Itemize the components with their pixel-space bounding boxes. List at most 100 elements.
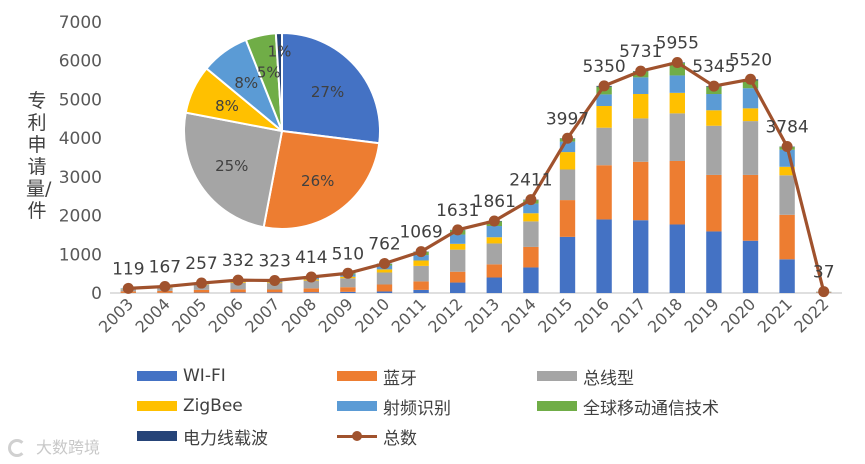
bar-segment bbox=[669, 113, 685, 161]
pie-slice-label: 25% bbox=[215, 157, 248, 175]
bar-segment bbox=[523, 221, 539, 247]
bar-segment bbox=[779, 166, 795, 176]
total-data-label: 119 bbox=[112, 259, 144, 279]
total-data-label: 5345 bbox=[692, 57, 735, 77]
total-data-label: 5731 bbox=[619, 42, 662, 62]
y-tick-label: 1000 bbox=[59, 245, 102, 265]
total-point bbox=[488, 215, 500, 227]
bar-segment bbox=[523, 213, 539, 222]
y-axis-label: 专利申请量/件 bbox=[26, 90, 52, 222]
bar-segment bbox=[450, 249, 466, 272]
bar-segment bbox=[413, 260, 429, 266]
bar-segment bbox=[559, 169, 576, 201]
bar-segment bbox=[267, 283, 283, 290]
bar-segment bbox=[413, 255, 429, 261]
bar-segment bbox=[267, 289, 283, 293]
bar-segment bbox=[742, 121, 759, 175]
bar-segment bbox=[596, 106, 612, 128]
pie-slice-label: 1% bbox=[268, 43, 292, 61]
x-tick-label: 2006 bbox=[205, 294, 247, 336]
x-tick-label: 2007 bbox=[241, 294, 283, 336]
total-data-label: 762 bbox=[368, 234, 400, 254]
x-tick-label: 2019 bbox=[681, 294, 723, 336]
bar-segment bbox=[376, 269, 393, 273]
bar-segment bbox=[596, 94, 612, 107]
total-line bbox=[128, 60, 826, 292]
bar-segment bbox=[376, 284, 393, 292]
y-tick-label: 2000 bbox=[59, 207, 102, 227]
total-data-label: 1861 bbox=[473, 192, 516, 212]
pie-slice bbox=[274, 31, 283, 132]
total-data-label: 257 bbox=[185, 254, 217, 274]
bar-segment bbox=[267, 292, 283, 293]
bar-segment bbox=[559, 200, 576, 237]
total-data-label: 510 bbox=[332, 244, 364, 264]
x-tick-label: 2021 bbox=[754, 294, 796, 336]
bar-segment bbox=[742, 240, 759, 293]
x-tick-label: 2020 bbox=[717, 294, 759, 336]
bar-segment bbox=[486, 264, 502, 278]
bar-segment bbox=[303, 288, 319, 293]
bar-segment bbox=[742, 88, 759, 109]
total-data-label: 5350 bbox=[582, 57, 625, 77]
total-data-label: 37 bbox=[813, 263, 835, 283]
y-tick-label: 6000 bbox=[59, 52, 102, 72]
pie-slice-label: 5% bbox=[257, 64, 281, 82]
watermark: 大数跨境 bbox=[8, 434, 100, 458]
y-tick-label: 5000 bbox=[59, 90, 102, 110]
bar-segment bbox=[559, 141, 576, 153]
bar-segment bbox=[303, 292, 319, 293]
y-tick-label: 0 bbox=[91, 284, 102, 304]
total-point bbox=[415, 246, 427, 258]
total-point bbox=[818, 286, 830, 298]
bar-segment bbox=[669, 75, 685, 93]
total-point bbox=[562, 132, 573, 144]
y-tick-label: 4000 bbox=[59, 129, 102, 149]
bar-segment bbox=[633, 77, 649, 95]
y-tick-label: 3000 bbox=[59, 168, 102, 188]
bar-segment bbox=[450, 243, 466, 250]
x-tick-label: 2022 bbox=[790, 294, 832, 336]
total-point bbox=[379, 257, 390, 269]
bar-segment bbox=[596, 219, 612, 293]
bar-segment bbox=[303, 280, 319, 289]
watermark-logo-icon bbox=[8, 437, 30, 457]
total-data-label: 1631 bbox=[436, 201, 479, 221]
pie-chart: 27%26%25%8%8%5%1% bbox=[183, 31, 381, 230]
pie-slice bbox=[262, 129, 381, 230]
bar-segment bbox=[230, 282, 246, 290]
bar-segment bbox=[633, 118, 649, 162]
bar-segment bbox=[669, 92, 685, 114]
x-tick-label: 2005 bbox=[168, 294, 210, 336]
bar-segment bbox=[706, 174, 722, 232]
bar-segment bbox=[633, 161, 649, 221]
bar-segment bbox=[230, 289, 246, 293]
x-tick-label: 2018 bbox=[644, 294, 686, 336]
total-data-label: 332 bbox=[222, 251, 254, 271]
bar-segment bbox=[450, 282, 466, 293]
pie-slice bbox=[281, 31, 381, 145]
bar-segment bbox=[413, 289, 429, 293]
total-data-label: 5520 bbox=[729, 50, 772, 70]
bar-segment bbox=[633, 220, 649, 293]
bar-segment bbox=[742, 108, 759, 122]
bar-segment bbox=[779, 214, 795, 260]
total-point bbox=[525, 194, 537, 206]
bar-segment bbox=[340, 287, 356, 292]
total-point bbox=[232, 274, 244, 286]
total-point bbox=[305, 271, 317, 283]
bar-segment bbox=[486, 226, 502, 238]
y-tick-label: 7000 bbox=[59, 13, 102, 33]
bar-segment bbox=[523, 246, 539, 268]
bar-segment bbox=[450, 271, 466, 283]
x-tick-label: 2009 bbox=[315, 294, 357, 336]
bar-segment bbox=[340, 278, 356, 288]
bar-segment bbox=[596, 127, 612, 166]
bar-segment bbox=[559, 236, 576, 293]
bar-segment bbox=[486, 237, 502, 244]
total-point bbox=[598, 80, 610, 92]
total-point bbox=[635, 65, 647, 77]
total-data-label: 323 bbox=[258, 251, 290, 271]
pie-slice-label: 8% bbox=[215, 97, 239, 115]
